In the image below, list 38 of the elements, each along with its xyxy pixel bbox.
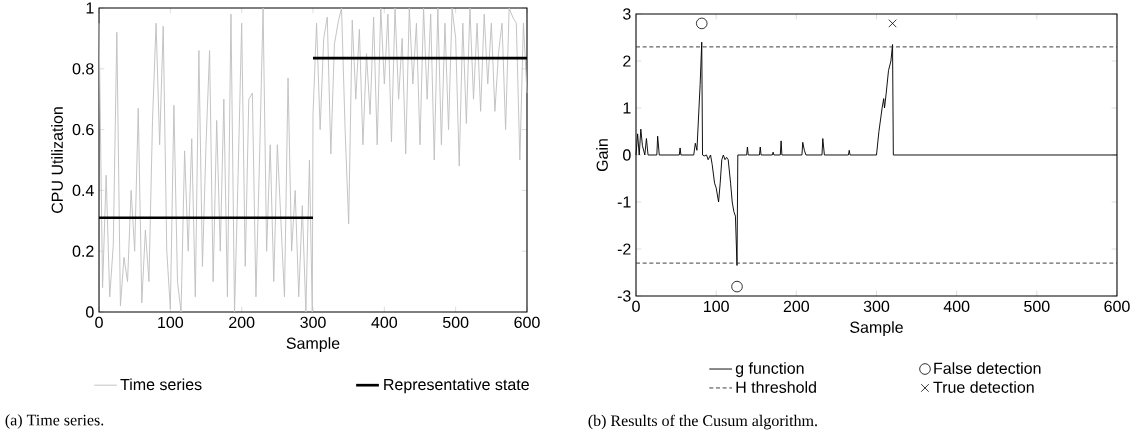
legend-label: H threshold — [736, 381, 816, 393]
text: (b) Results of the Cusum algorithm. — [588, 414, 817, 430]
x-tick-label: 500 — [442, 316, 469, 329]
legend-label: Representative state — [384, 378, 529, 394]
x-tick-label: 200 — [229, 316, 255, 329]
y-tick-label: 1 — [623, 102, 631, 114]
x-tick-label: 100 — [704, 300, 729, 313]
x-tick-label: 300 — [300, 316, 326, 329]
x-tick-label: 500 — [1024, 300, 1050, 313]
x-tick-label: 200 — [783, 300, 810, 313]
x-tick-label: 0 — [95, 316, 103, 329]
y-tick-label: 0.8 — [72, 63, 94, 75]
y-tick-label: 0.6 — [72, 123, 94, 136]
x-tick-label: 100 — [158, 316, 184, 329]
y-tick-label: 2 — [623, 55, 631, 67]
x-tick-label: 400 — [371, 316, 398, 329]
y-tick-label: 3 — [623, 8, 631, 20]
y-axis-title: Gain — [596, 139, 608, 172]
y-tick-label: -3 — [617, 290, 631, 302]
legend-label: Time series — [120, 378, 202, 391]
x-tick-label: 400 — [943, 300, 970, 313]
y-tick-label: 1 — [86, 2, 94, 14]
text: (a) Time series. — [5, 414, 104, 429]
x-axis-title: Sample — [850, 321, 903, 337]
x-tick-label: 0 — [632, 300, 640, 313]
legend-label: g function — [735, 362, 804, 378]
y-tick-label: 0.2 — [72, 245, 94, 257]
y-tick-label: 0.4 — [72, 184, 94, 197]
x-tick-label: 600 — [1104, 300, 1130, 313]
legend-label: True detection — [933, 381, 1034, 393]
y-tick-label: -1 — [617, 196, 631, 208]
y-tick-label: 0 — [623, 149, 631, 161]
x-tick-label: 600 — [514, 316, 540, 329]
x-tick-label: 300 — [863, 300, 890, 313]
x-axis-title: Sample — [286, 337, 340, 353]
y-axis-title: CPU Utilization — [51, 107, 63, 213]
y-tick-label: -2 — [617, 243, 631, 255]
legend-label: False detection — [934, 362, 1041, 374]
